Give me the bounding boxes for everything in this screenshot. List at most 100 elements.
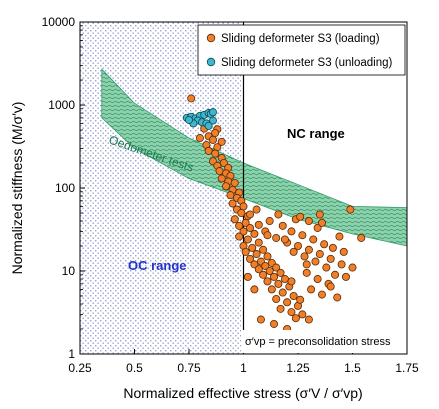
y-tick-label: 10000 <box>42 15 76 29</box>
loading-point <box>250 229 259 238</box>
x-axis-ticks: 0.25 0.5 0.75 1 1.25 1.5 1.75 <box>68 349 419 375</box>
loading-point <box>276 268 285 277</box>
loading-point <box>259 270 268 279</box>
loading-point <box>211 128 220 137</box>
loading-point <box>337 260 346 269</box>
loading-point <box>239 202 248 211</box>
x-tick-label: 1.25 <box>286 361 310 375</box>
loading-point <box>187 94 196 103</box>
loading-point <box>263 231 272 240</box>
loading-point <box>289 247 298 256</box>
loading-point <box>235 232 244 241</box>
loading-point <box>326 282 335 291</box>
loading-point <box>298 310 307 319</box>
loading-point <box>195 134 204 143</box>
loading-point <box>217 174 226 183</box>
loading-point <box>339 247 348 256</box>
y-tick-label: 10 <box>62 264 76 278</box>
loading-point <box>246 254 255 263</box>
x-tick-label: 0.75 <box>177 361 201 375</box>
points-layer <box>182 94 366 334</box>
loading-point <box>248 243 257 252</box>
loading-point <box>341 272 350 281</box>
loading-point <box>280 235 289 244</box>
loading-point <box>287 308 296 317</box>
loading-point <box>217 137 226 146</box>
loading-point <box>246 210 255 219</box>
x-tick-label: 0.5 <box>126 361 143 375</box>
loading-point <box>348 263 357 272</box>
legend: Sliding deformeter S3 (loading) Sliding … <box>197 24 406 76</box>
loading-point <box>243 272 252 281</box>
loading-point <box>263 252 272 261</box>
loading-point <box>265 266 274 275</box>
legend-marker-loading <box>206 33 216 43</box>
loading-point <box>272 263 281 272</box>
loading-point <box>298 231 307 240</box>
loading-point <box>293 242 302 251</box>
loading-point <box>278 221 287 230</box>
loading-point <box>265 217 274 226</box>
x-tick-label: 1.5 <box>344 361 361 375</box>
x-tick-label: 1.75 <box>395 361 419 375</box>
loading-point <box>276 304 285 313</box>
loading-point <box>270 319 279 328</box>
loading-point <box>296 295 305 304</box>
note-box: σ′vp = preconsolidation stress <box>241 330 406 353</box>
loading-point <box>246 223 255 232</box>
loading-point <box>317 290 326 299</box>
y-tick-label: 100 <box>55 181 75 195</box>
legend-marker-unloading <box>206 57 216 67</box>
loading-point <box>250 285 259 294</box>
loading-point <box>320 240 329 249</box>
loading-point <box>259 245 268 254</box>
loading-point <box>357 233 366 242</box>
loading-point <box>211 149 220 158</box>
loading-point <box>272 233 281 242</box>
x-axis-label: Normalized effective stress (σ′V / σ′vp) <box>123 385 362 401</box>
loading-point <box>252 250 261 259</box>
loading-point <box>278 288 287 297</box>
loading-point <box>237 208 246 217</box>
loading-point <box>291 314 300 323</box>
loading-point <box>222 182 231 191</box>
loading-point <box>228 199 237 208</box>
loading-point <box>289 291 298 300</box>
loading-point <box>263 277 272 286</box>
unloading-point <box>184 115 193 124</box>
loading-point <box>287 277 296 286</box>
nc-range-label: NC range <box>287 126 345 141</box>
loading-point <box>315 210 324 219</box>
loading-point <box>322 263 331 272</box>
y-axis-label: Normalized stiffness (M/σ′v) <box>9 102 25 275</box>
loading-point <box>254 238 263 247</box>
loading-point <box>208 135 217 144</box>
legend-box <box>197 24 406 76</box>
loading-point <box>311 257 320 266</box>
loading-point <box>235 221 244 230</box>
loading-point <box>241 218 250 227</box>
loading-point <box>307 285 316 294</box>
loading-point <box>326 254 335 263</box>
loading-point <box>256 315 265 324</box>
note-text: σ′vp = preconsolidation stress <box>245 336 391 348</box>
loading-point <box>333 293 342 302</box>
loading-point <box>304 245 313 254</box>
loading-point <box>274 210 283 219</box>
loading-point <box>239 227 248 236</box>
loading-point <box>335 232 344 241</box>
legend-label-unloading: Sliding deformeter S3 (unloading) <box>221 57 392 69</box>
y-tick-label: 1000 <box>48 98 75 112</box>
loading-point <box>280 275 289 284</box>
loading-point <box>215 167 224 176</box>
loading-point <box>270 272 279 281</box>
loading-point <box>313 275 322 284</box>
loading-point <box>226 191 235 200</box>
loading-point <box>254 220 263 229</box>
loading-point <box>274 279 283 288</box>
loading-point <box>254 265 263 274</box>
oc-range-label: OC range <box>128 258 187 273</box>
unloading-point <box>208 108 217 117</box>
loading-point <box>241 247 250 256</box>
loading-point <box>204 146 213 155</box>
